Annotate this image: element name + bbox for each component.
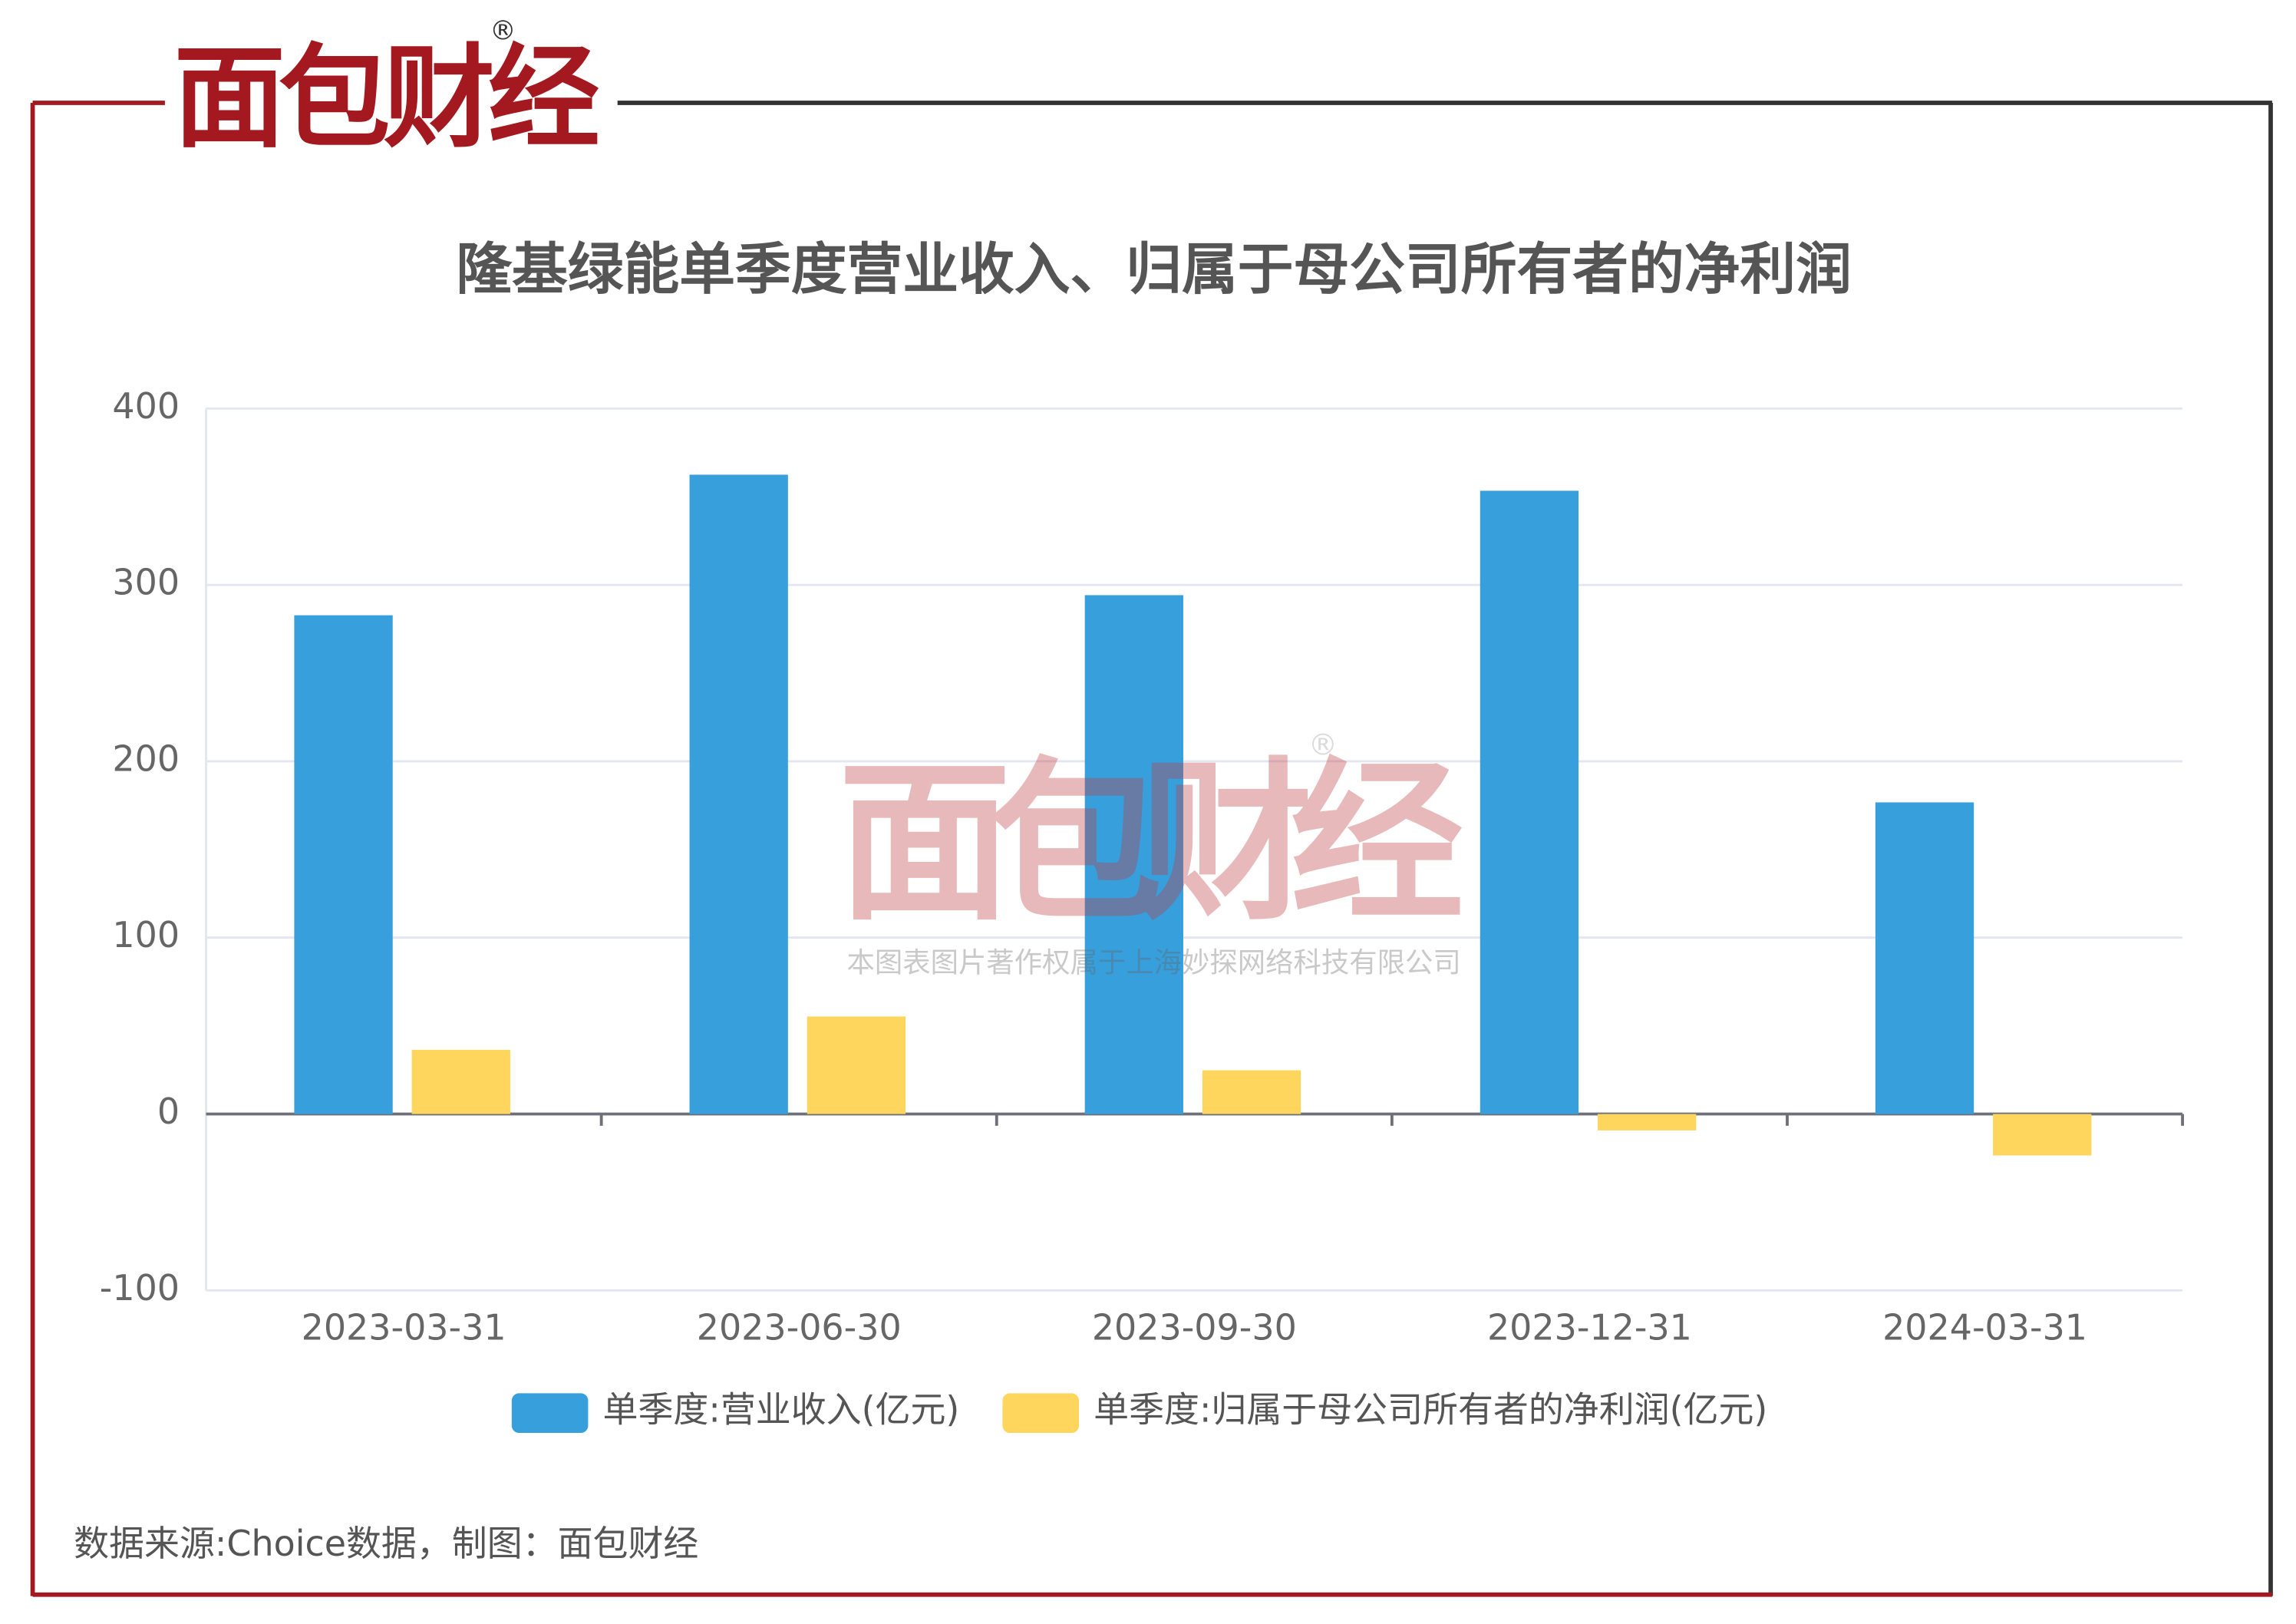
logo: 面包财经 <box>173 34 599 163</box>
watermark-logo: 面包财经 <box>838 742 1464 944</box>
x-tick-label: 2023-09-30 <box>1092 1307 1297 1348</box>
legend-swatch <box>1002 1393 1079 1434</box>
bar <box>1993 1114 2092 1156</box>
watermark-copyright: 本图表图片著作权属于上海妙探网络科技有限公司 <box>847 946 1461 979</box>
bar <box>1875 802 1974 1114</box>
bar <box>1084 595 1183 1114</box>
legend-label: 单季度:营业收入(亿元) <box>603 1389 960 1431</box>
x-tick-label: 2023-06-30 <box>697 1307 902 1348</box>
y-tick-label: 200 <box>112 738 180 779</box>
plot-area: -100 0 100 200 300 400 2023-03-31 2023-06-30 202… <box>100 385 2185 1434</box>
x-tick-label: 2023-12-31 <box>1487 1307 1692 1348</box>
bar <box>1202 1070 1301 1114</box>
watermark-registered: ® <box>1308 728 1338 762</box>
bar <box>411 1049 510 1114</box>
y-tick-label: -100 <box>100 1267 180 1309</box>
bar <box>1480 490 1579 1114</box>
y-tick-label: 300 <box>112 562 180 603</box>
bar <box>1597 1114 1697 1131</box>
chart-title: 隆基绿能单季度营业收入、归属于母公司所有者的净利润 <box>456 237 1852 302</box>
x-tick-label: 2023-03-31 <box>302 1307 506 1348</box>
source-note: 数据来源:Choice数据，制图：面包财经 <box>74 1523 698 1564</box>
legend-label: 单季度:归属于母公司所有者的净利润(亿元) <box>1094 1389 1767 1431</box>
bar <box>689 474 788 1114</box>
bar <box>807 1016 906 1114</box>
y-tick-label: 400 <box>112 385 180 427</box>
x-tick-label: 2024-03-31 <box>1882 1307 2087 1348</box>
bar <box>294 615 393 1114</box>
logo-registered: ® <box>490 16 516 47</box>
y-tick-label: 100 <box>112 914 180 956</box>
legend-swatch <box>511 1393 589 1434</box>
y-tick-label: 0 <box>157 1091 180 1132</box>
watermark: 面包财经 ® 本图表图片著作权属于上海妙探网络科技有限公司 <box>838 728 1464 979</box>
